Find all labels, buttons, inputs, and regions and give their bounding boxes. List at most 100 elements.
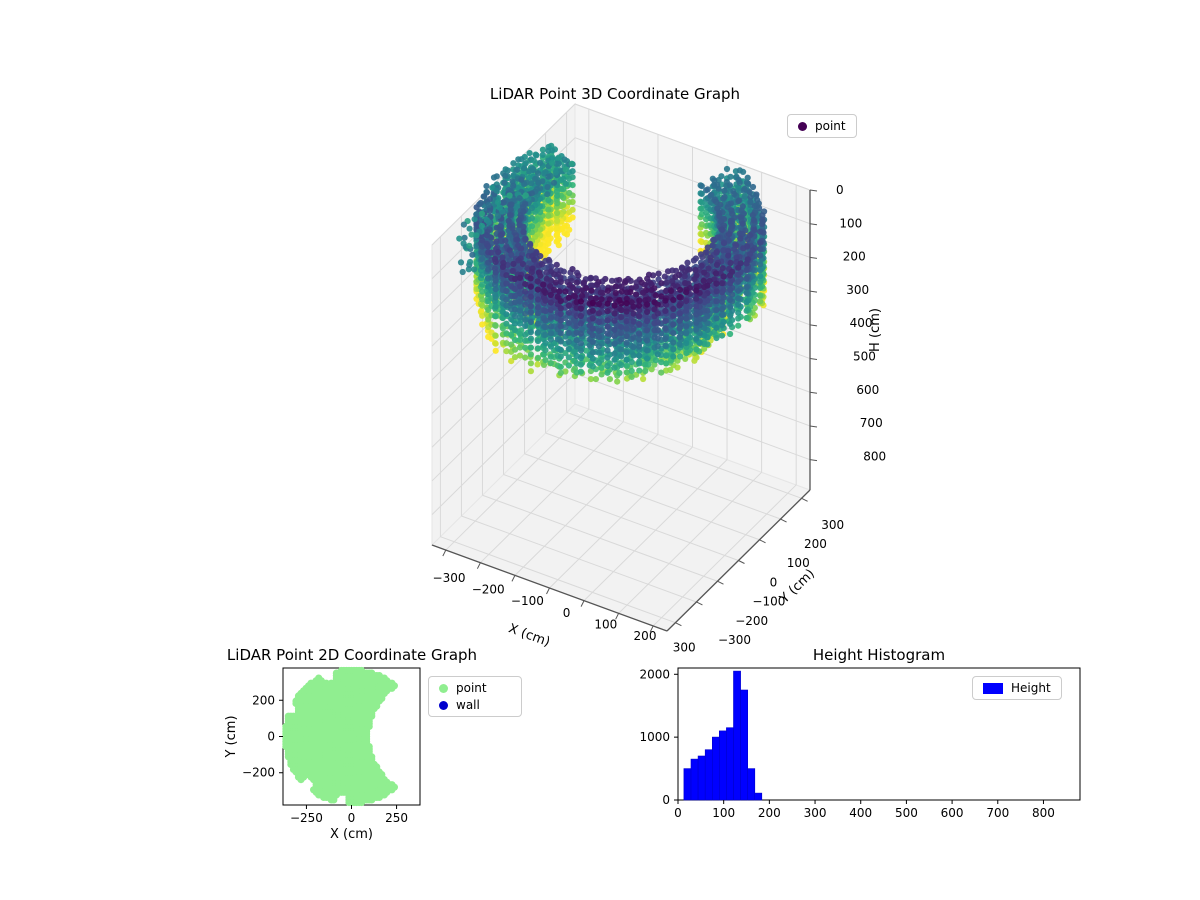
scatter-point — [527, 335, 535, 342]
scatter-point — [670, 305, 677, 312]
scatter-point — [676, 325, 683, 332]
scatter-point — [718, 280, 726, 287]
scatter-point — [555, 154, 562, 161]
scatter-point — [492, 294, 499, 301]
scatter-point — [630, 352, 637, 359]
scatter-point — [636, 360, 643, 367]
scatter-point — [540, 281, 547, 288]
scatter-point — [598, 371, 605, 378]
scatter-point — [611, 340, 618, 347]
scatter-point — [566, 199, 573, 206]
scatter-point — [725, 252, 732, 259]
scatter-point — [727, 304, 734, 311]
scatter-point — [683, 315, 690, 322]
scatter-point — [500, 199, 507, 206]
scatter-point — [527, 283, 535, 290]
scatter-point — [571, 293, 579, 300]
scatter-point — [534, 320, 542, 327]
scatter-point — [577, 320, 585, 327]
scatter-point — [501, 179, 508, 186]
scatter-point — [547, 299, 555, 306]
scatter-point — [713, 280, 720, 287]
scatter-point — [534, 304, 542, 311]
scatter-point — [495, 249, 502, 256]
scatter-point — [522, 344, 529, 351]
scatter-point — [577, 361, 585, 368]
scatter-point — [577, 347, 585, 354]
scatter-point — [537, 272, 544, 279]
scatter-point — [733, 254, 740, 261]
scatter-point — [683, 289, 690, 296]
scatter-point — [736, 179, 743, 186]
scatter-point — [566, 226, 573, 233]
scatter-point — [713, 334, 720, 342]
scatter-point — [670, 296, 677, 303]
scatter-point — [718, 322, 726, 329]
scatter-point — [662, 297, 669, 304]
scatter-point — [654, 327, 661, 334]
scatter-point — [683, 340, 690, 347]
scatter-point — [589, 349, 596, 356]
grid-line — [461, 515, 697, 603]
scatter-point — [611, 364, 618, 371]
scatter-point — [727, 173, 734, 180]
scatter-point — [664, 268, 672, 275]
scatter-point — [735, 301, 742, 308]
scatter-point — [557, 346, 564, 353]
scatter-point — [554, 231, 561, 238]
scatter-point — [691, 357, 698, 364]
scatter-point — [726, 182, 734, 189]
scatter-point — [693, 303, 700, 310]
scatter-point — [561, 229, 568, 237]
scatter-point — [677, 353, 684, 360]
scatter-point — [557, 363, 564, 370]
scatter-point — [757, 284, 764, 291]
scatter-point — [595, 327, 603, 335]
scatter-point — [633, 291, 640, 298]
scatter-point — [715, 185, 722, 192]
scatter-point — [662, 335, 669, 343]
scatter-point — [735, 264, 742, 271]
scatter-point — [522, 354, 529, 361]
scatter-point — [510, 172, 517, 179]
scatter-point — [589, 307, 596, 314]
scatter-point — [587, 274, 594, 281]
scatter-point — [545, 206, 552, 213]
scatter-point — [604, 308, 611, 315]
scatter-point — [510, 260, 517, 267]
scatter-point — [557, 338, 564, 345]
scatter-point — [735, 295, 742, 302]
scatter-point — [676, 310, 683, 317]
scatter-point — [713, 261, 721, 268]
scatter-point — [479, 243, 486, 250]
scatter-point — [711, 177, 718, 184]
scatter-point — [698, 183, 705, 190]
scatter-point — [479, 281, 486, 288]
scatter-point — [636, 336, 643, 343]
scatter-point — [630, 318, 637, 325]
scatter-point — [640, 375, 647, 383]
scatter-point — [757, 267, 764, 274]
scatter-point — [710, 236, 717, 243]
scatter-point — [757, 279, 764, 286]
scatter-point — [542, 339, 549, 347]
scatter-point — [479, 271, 486, 278]
scatter-point — [533, 152, 540, 159]
scatter-point — [589, 332, 596, 339]
scatter-point — [534, 354, 542, 361]
scatter-point — [466, 225, 473, 232]
scatter-point — [740, 245, 747, 252]
scatter-point — [537, 253, 544, 260]
scatter-point — [693, 319, 700, 326]
scatter-point — [712, 270, 720, 277]
scatter-point — [557, 323, 564, 330]
scatter-point — [545, 173, 552, 180]
scatter-point — [547, 360, 555, 367]
scatter-point — [743, 289, 750, 297]
scatter-point — [618, 361, 625, 369]
scatter-point — [704, 244, 711, 251]
scatter-point — [676, 317, 683, 324]
scatter-point — [623, 356, 630, 363]
scatter-point — [652, 292, 660, 299]
scatter-point — [534, 170, 542, 177]
